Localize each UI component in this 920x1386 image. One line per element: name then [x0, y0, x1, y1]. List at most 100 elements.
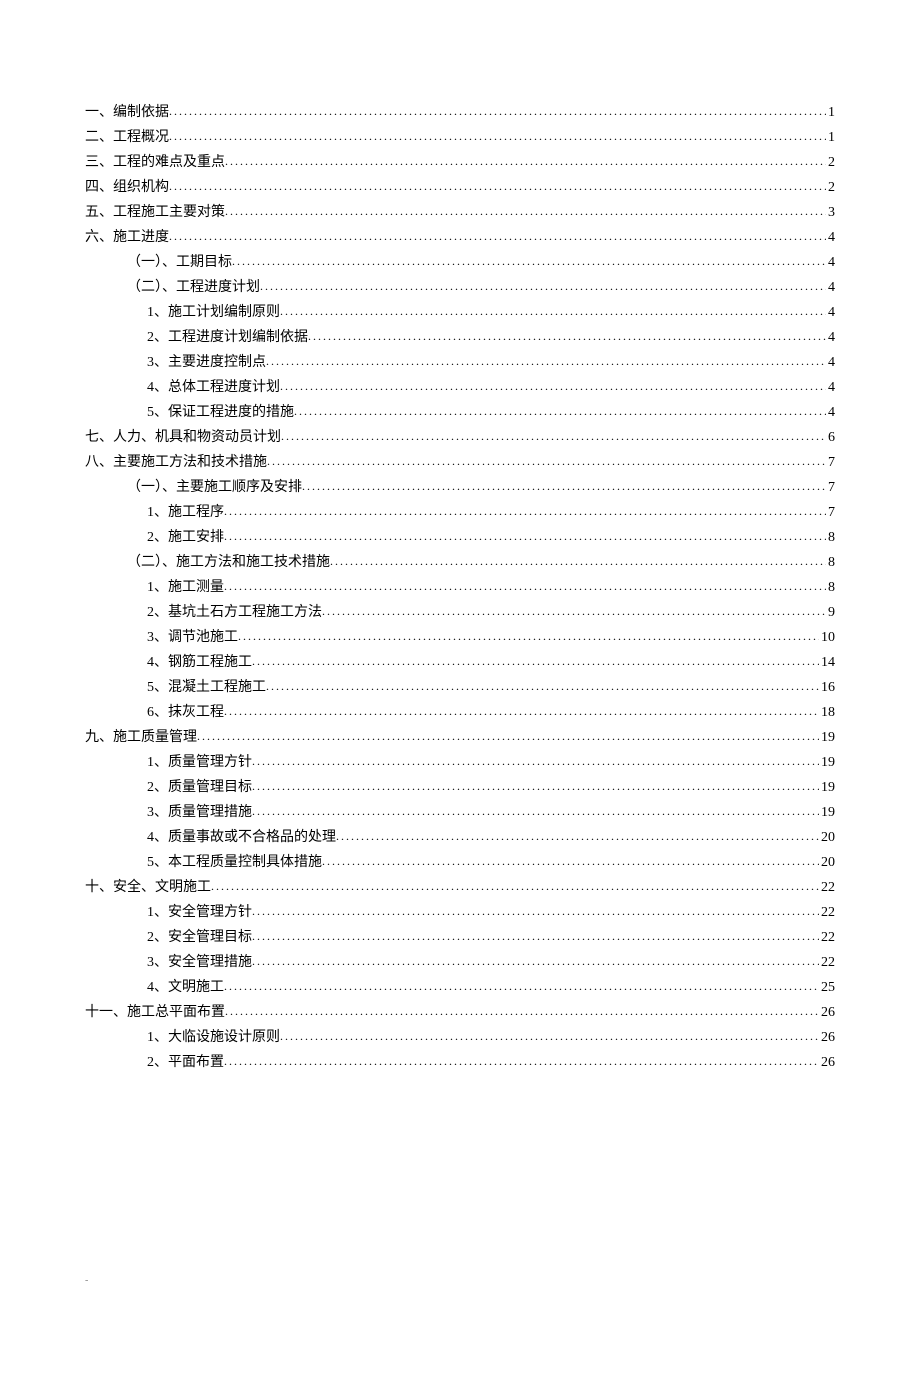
toc-leader-dots — [280, 1024, 819, 1048]
toc-entry-page: 4 — [826, 276, 835, 300]
toc-entry-text: 3、质量管理措施 — [147, 801, 252, 825]
toc-leader-dots — [169, 224, 826, 248]
toc-entry-text: 十一、施工总平面布置 — [85, 1001, 225, 1025]
toc-entry-text: 九、施工质量管理 — [85, 726, 197, 750]
toc-entry-page: 20 — [819, 851, 835, 875]
toc-leader-dots — [294, 399, 826, 423]
toc-leader-dots — [224, 974, 819, 998]
toc-entry-page: 9 — [826, 601, 835, 625]
toc-entry: 1、安全管理方针22 — [147, 900, 835, 925]
toc-leader-dots — [266, 349, 826, 373]
toc-entry: 4、质量事故或不合格品的处理20 — [147, 825, 835, 850]
toc-entry-page: 19 — [819, 776, 835, 800]
toc-entry: 九、施工质量管理 19 — [85, 725, 835, 750]
toc-leader-dots — [252, 774, 819, 798]
toc-entry: 2、安全管理目标22 — [147, 925, 835, 950]
toc-leader-dots — [225, 149, 826, 173]
toc-entry-text: 七、人力、机具和物资动员计划 — [85, 426, 281, 450]
toc-entry: 3、质量管理措施 19 — [147, 800, 835, 825]
toc-entry-page: 14 — [819, 651, 835, 675]
toc-leader-dots — [232, 249, 826, 273]
toc-entry-text: 1、施工测量 — [147, 576, 224, 600]
toc-entry: 三、工程的难点及重点 2 — [85, 150, 835, 175]
toc-entry-text: （一）、工期目标 — [127, 251, 232, 275]
toc-entry-page: 1 — [826, 101, 835, 125]
toc-entry: （一）、主要施工顺序及安排 7 — [127, 475, 835, 500]
toc-entry: 十一、施工总平面布置 26 — [85, 1000, 835, 1025]
toc-entry-text: 4、总体工程进度计划 — [147, 376, 280, 400]
toc-entry-text: 3、主要进度控制点 — [147, 351, 266, 375]
toc-entry-page: 3 — [826, 201, 835, 225]
toc-entry-page: 4 — [826, 376, 835, 400]
toc-leader-dots — [330, 549, 826, 573]
toc-entry-page: 19 — [819, 726, 835, 750]
toc-leader-dots — [238, 624, 819, 648]
toc-entry-page: 25 — [819, 976, 835, 1000]
toc-entry-page: 2 — [826, 151, 835, 175]
toc-entry: 2、工程进度计划编制依据4 — [147, 325, 835, 350]
toc-entry-page: 4 — [826, 351, 835, 375]
toc-entry-page: 4 — [826, 401, 835, 425]
toc-entry-text: 2、施工安排 — [147, 526, 224, 550]
toc-leader-dots — [302, 474, 826, 498]
toc-entry: 十、安全、文明施工 22 — [85, 875, 835, 900]
toc-entry: 七、人力、机具和物资动员计划 6 — [85, 425, 835, 450]
toc-entry-page: 19 — [819, 751, 835, 775]
toc-entry-page: 6 — [826, 426, 835, 450]
toc-entry-page: 16 — [819, 676, 835, 700]
toc-entry: 5、保证工程进度的措施4 — [147, 400, 835, 425]
toc-entry: 3、主要进度控制点 4 — [147, 350, 835, 375]
toc-leader-dots — [252, 649, 819, 673]
toc-entry-page: 8 — [826, 551, 835, 575]
toc-entry: 3、安全管理措施22 — [147, 950, 835, 975]
toc-entry: 2、施工安排 8 — [147, 525, 835, 550]
toc-entry-page: 1 — [826, 126, 835, 150]
toc-entry-page: 18 — [819, 701, 835, 725]
toc-entry: 5、混凝土工程施工16 — [147, 675, 835, 700]
toc-leader-dots — [322, 599, 826, 623]
toc-entry-page: 10 — [819, 626, 835, 650]
toc-leader-dots — [336, 824, 819, 848]
toc-entry-page: 2 — [826, 176, 835, 200]
toc-entry-page: 26 — [819, 1001, 835, 1025]
toc-entry-text: （二）、工程进度计划 — [127, 276, 260, 300]
toc-entry: 1、施工程序7 — [147, 500, 835, 525]
toc-entry: 1、质量管理方针19 — [147, 750, 835, 775]
toc-entry-page: 4 — [826, 226, 835, 250]
toc-leader-dots — [308, 324, 826, 348]
toc-entry-page: 22 — [819, 876, 835, 900]
toc-leader-dots — [197, 724, 819, 748]
toc-entry: （二）、施工方法和施工技术措施 8 — [127, 550, 835, 575]
toc-entry: 一、编制依据1 — [85, 100, 835, 125]
toc-leader-dots — [252, 899, 819, 923]
toc-leader-dots — [211, 874, 819, 898]
toc-entry-text: 三、工程的难点及重点 — [85, 151, 225, 175]
toc-leader-dots — [169, 174, 826, 198]
toc-entry: 6、抹灰工程 18 — [147, 700, 835, 725]
toc-entry-page: 7 — [826, 476, 835, 500]
toc-entry-page: 4 — [826, 326, 835, 350]
toc-leader-dots — [169, 99, 826, 123]
toc-entry-page: 4 — [826, 301, 835, 325]
toc-entry-text: 2、平面布置 — [147, 1051, 224, 1075]
toc-leader-dots — [252, 924, 819, 948]
toc-leader-dots — [281, 424, 826, 448]
toc-entry-text: （一）、主要施工顺序及安排 — [127, 476, 302, 500]
toc-entry: 2、基坑土石方工程施工方法9 — [147, 600, 835, 625]
toc-entry-page: 26 — [819, 1026, 835, 1050]
toc-entry: （一）、工期目标4 — [127, 250, 835, 275]
toc-entry: 2、质量管理目标19 — [147, 775, 835, 800]
toc-entry-page: 8 — [826, 526, 835, 550]
toc-entry-page: 19 — [819, 801, 835, 825]
toc-entry-page: 22 — [819, 901, 835, 925]
toc-entry-text: 6、抹灰工程 — [147, 701, 224, 725]
toc-entry-text: 1、大临设施设计原则 — [147, 1026, 280, 1050]
toc-leader-dots — [280, 374, 826, 398]
toc-leader-dots — [225, 199, 826, 223]
toc-entry: 六、施工进度4 — [85, 225, 835, 250]
toc-entry: 3、调节池施工10 — [147, 625, 835, 650]
toc-entry: （二）、工程进度计划 4 — [127, 275, 835, 300]
toc-entry-text: 十、安全、文明施工 — [85, 876, 211, 900]
toc-entry-text: （二）、施工方法和施工技术措施 — [127, 551, 330, 575]
toc-leader-dots — [266, 674, 819, 698]
